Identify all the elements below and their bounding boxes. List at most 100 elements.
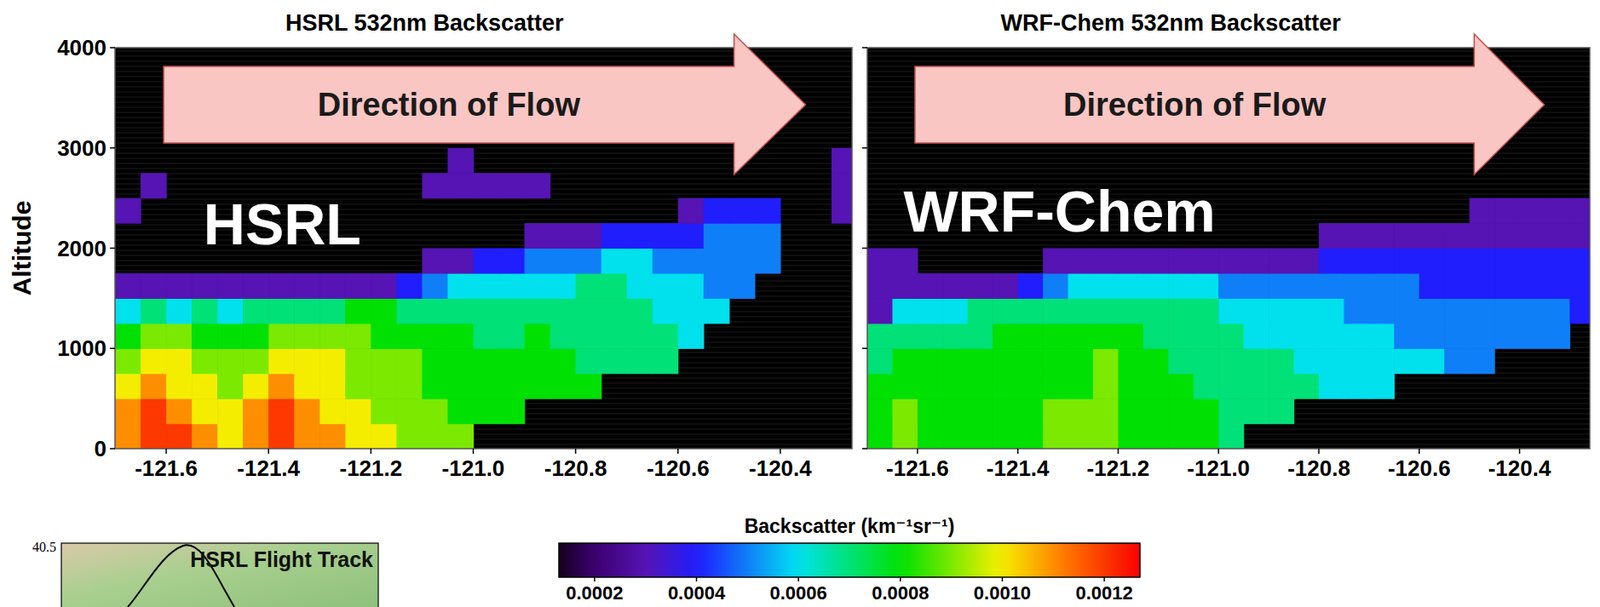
cell <box>627 248 654 275</box>
cell <box>140 273 167 300</box>
cell <box>1494 198 1520 225</box>
cell <box>703 198 731 225</box>
cell <box>421 348 449 375</box>
cell <box>396 323 423 350</box>
y-tick-label: 2000 <box>57 235 107 262</box>
cell <box>967 348 994 375</box>
cell <box>1143 273 1169 300</box>
cell <box>421 248 449 275</box>
cell <box>1519 198 1546 225</box>
cell <box>293 398 321 425</box>
cell <box>319 374 346 400</box>
cell <box>575 298 603 324</box>
cell <box>1318 223 1345 249</box>
cell <box>1068 424 1094 449</box>
cell <box>678 198 705 225</box>
cell <box>1419 298 1445 324</box>
cell <box>992 348 1019 375</box>
cell <box>1042 248 1069 275</box>
cell <box>892 248 918 275</box>
cell <box>499 374 526 400</box>
cell <box>1444 298 1470 324</box>
cell <box>575 374 603 400</box>
cell <box>1268 348 1295 375</box>
cell <box>1093 323 1119 350</box>
cell <box>992 398 1019 425</box>
cell <box>421 298 449 324</box>
cell <box>1569 223 1590 249</box>
cell <box>242 273 270 300</box>
cell <box>1569 273 1590 300</box>
cell <box>1318 374 1345 400</box>
x-tick-label: -120.4 <box>1488 455 1552 482</box>
cell <box>396 298 423 324</box>
cell <box>242 374 270 400</box>
cell <box>1268 273 1295 300</box>
cell <box>191 398 219 425</box>
colorbar-tick-label: 0.0002 <box>565 582 623 605</box>
x-tick <box>677 448 680 455</box>
y-tick <box>109 348 116 351</box>
cell <box>754 248 782 275</box>
cell <box>268 298 295 324</box>
x-tick-label: -121.4 <box>986 455 1050 482</box>
cell <box>1369 323 1395 350</box>
cell <box>242 398 270 425</box>
cell <box>293 273 321 300</box>
y-tick <box>862 348 868 351</box>
cell <box>729 198 756 225</box>
cell <box>992 374 1019 400</box>
cell <box>1093 424 1119 449</box>
cell <box>191 298 219 324</box>
x-tick-label: -121.2 <box>339 455 403 482</box>
x-tick <box>165 448 167 455</box>
cell <box>1343 374 1370 400</box>
cell <box>1143 398 1169 425</box>
x-tick-label: -121.6 <box>134 455 198 482</box>
cell <box>140 374 167 400</box>
cell <box>524 248 552 275</box>
cell <box>524 172 552 199</box>
cell <box>1193 424 1220 449</box>
cell <box>1243 248 1270 275</box>
cell <box>1068 298 1094 324</box>
cell <box>499 348 526 375</box>
colorbar-tick-label: 0.0010 <box>973 582 1031 605</box>
colorbar-tick <box>696 577 698 582</box>
cell <box>550 223 577 249</box>
cell <box>1218 374 1244 400</box>
cell <box>268 424 295 449</box>
panel-title: WRF-Chem 532nm Backscatter <box>1001 10 1342 36</box>
y-tick <box>862 247 868 250</box>
colorbar <box>558 543 1140 578</box>
cell <box>242 298 270 324</box>
cell <box>217 424 244 449</box>
y-tick <box>862 46 868 49</box>
cell <box>1093 273 1119 300</box>
cell <box>217 348 244 375</box>
cell <box>703 298 731 324</box>
cell <box>499 323 526 350</box>
cell <box>370 398 398 425</box>
arrow-label: Direction of Flow <box>317 86 582 123</box>
cell <box>1042 273 1069 300</box>
cell <box>1018 424 1044 449</box>
cell <box>447 348 474 375</box>
cell <box>550 273 577 300</box>
cell <box>1218 323 1244 350</box>
cell <box>917 424 944 449</box>
y-tick <box>862 448 868 450</box>
cell <box>1018 323 1044 350</box>
cell <box>1343 323 1370 350</box>
x-tick <box>370 448 373 455</box>
cell <box>1444 348 1470 375</box>
cell <box>1268 374 1295 400</box>
inset-title: HSRL Flight Track <box>189 547 374 572</box>
cell <box>1068 248 1094 275</box>
x-tick-label: -120.6 <box>1387 455 1451 482</box>
cell <box>345 398 372 425</box>
cell <box>1419 248 1445 275</box>
cell <box>345 348 372 375</box>
y-tick <box>109 147 116 150</box>
cell <box>1243 348 1270 375</box>
